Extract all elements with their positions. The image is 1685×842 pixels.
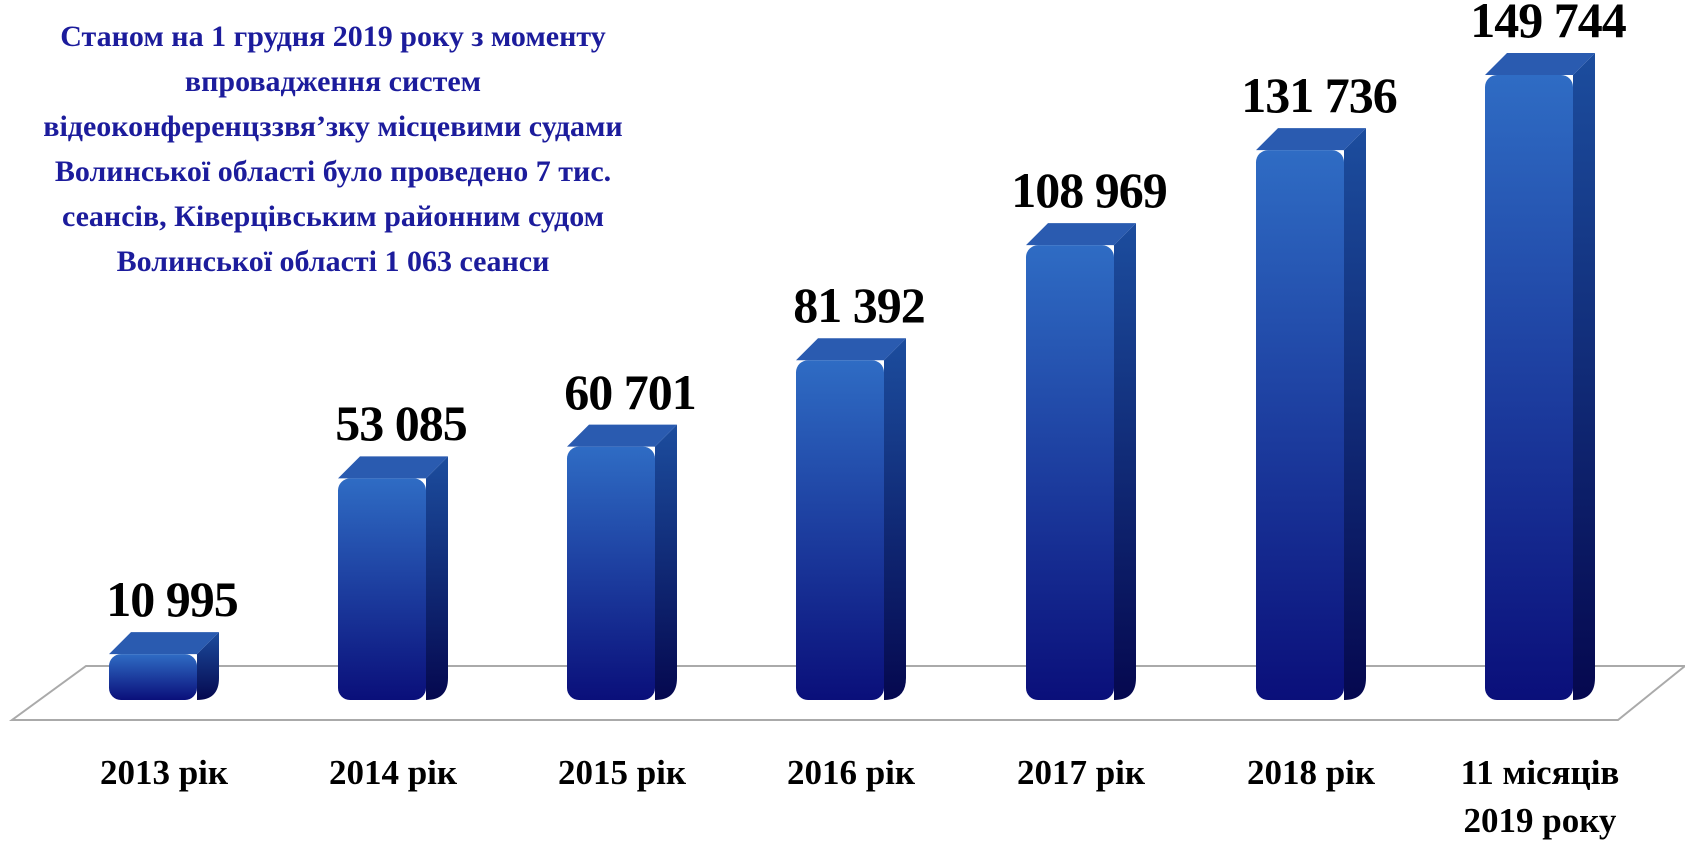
bar [567,424,677,700]
value-label: 108 969 [1011,162,1168,219]
x-tick-label: 2016 рік [786,753,916,792]
bar [109,632,219,700]
bar [1256,128,1366,700]
x-tick-label: 2017 рік [1016,753,1146,792]
bar [338,456,448,700]
x-tick-label: 11 місяців 2019 року [1460,753,1620,840]
value-label: 60 701 [564,363,697,420]
bar [796,338,906,700]
bar [1026,223,1136,700]
value-label: 149 744 [1470,0,1627,48]
bar [1485,53,1595,700]
value-label: 131 736 [1241,67,1398,124]
value-label: 53 085 [335,395,468,452]
value-label: 10 995 [106,571,239,628]
x-tick-label: 2018 рік [1246,753,1376,792]
x-tick-label: 2015 рік [557,753,687,792]
x-tick-label: 2013 рік [99,753,229,792]
value-label: 81 392 [793,277,926,334]
chart-title: Станом на 1 грудня 2019 року з моменту в… [43,20,623,278]
x-tick-label: 2014 рік [328,753,458,792]
